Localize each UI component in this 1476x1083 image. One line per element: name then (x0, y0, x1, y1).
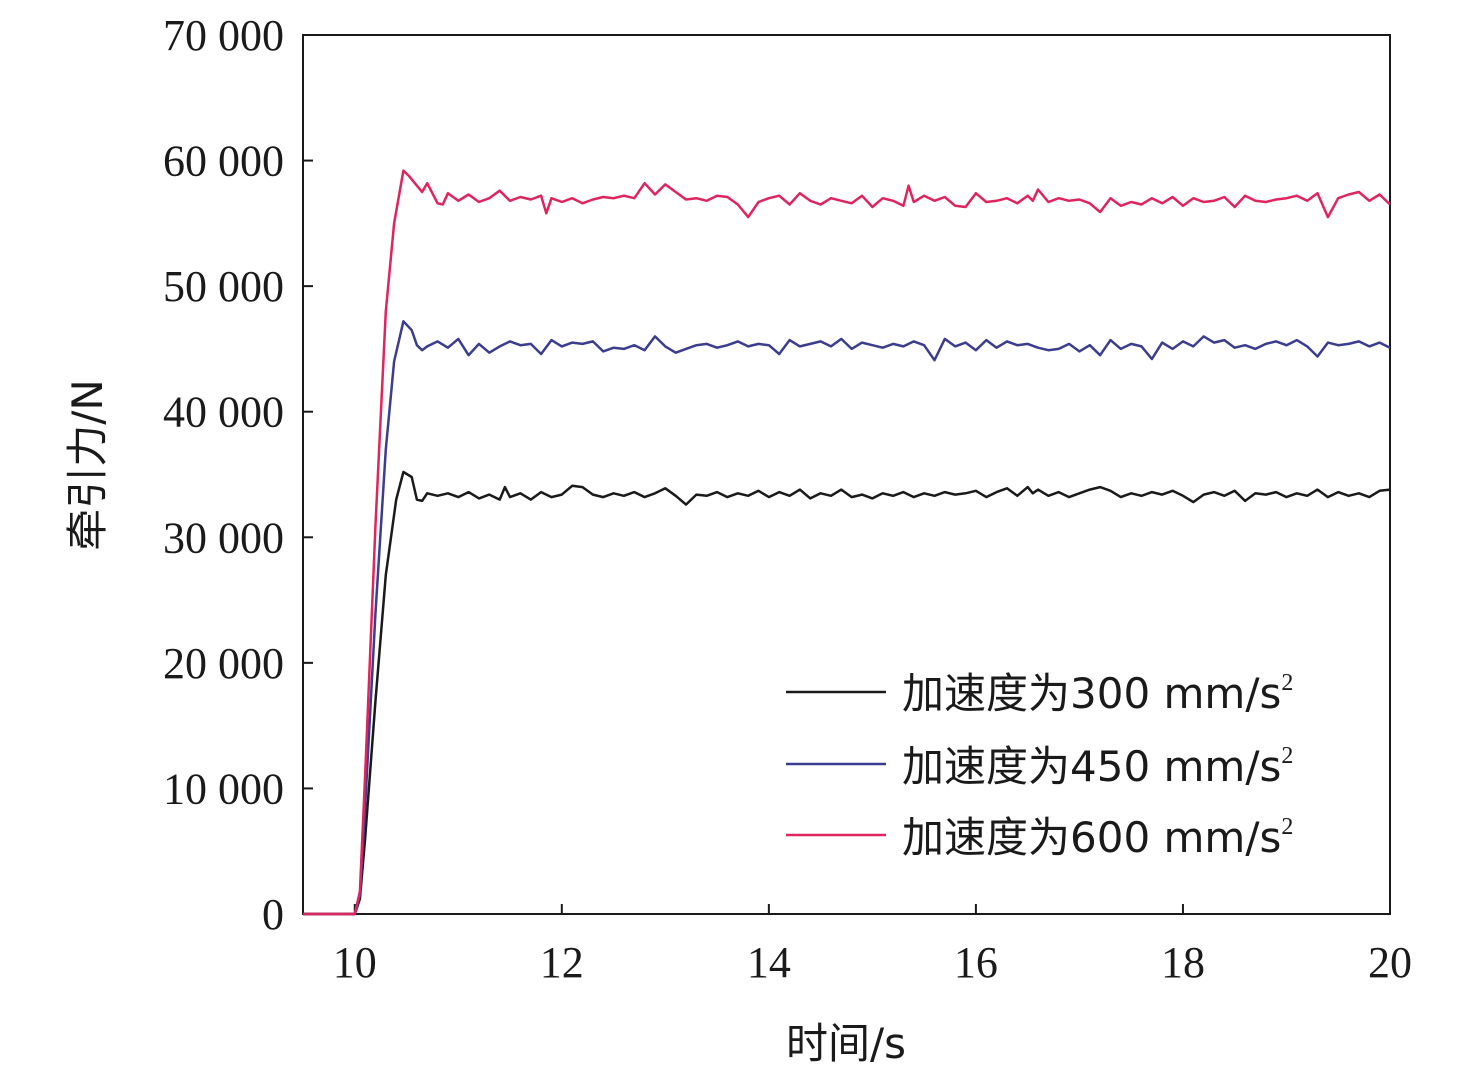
legend-item-450: 加速度为450 mm/s2 (786, 742, 1293, 791)
x-tick-label: 14 (747, 938, 791, 987)
series-line-2 (303, 169, 1391, 916)
y-tick-label: 30 000 (163, 513, 284, 562)
series-line-0 (303, 470, 1391, 916)
y-tick-label: 0 (262, 890, 284, 939)
legend-item-600: 加速度为600 mm/s2 (786, 813, 1293, 862)
x-tick-label: 20 (1368, 938, 1412, 987)
legend-item-300: 加速度为300 mm/s2 (786, 669, 1293, 718)
series-lines (303, 169, 1391, 916)
y-tick-label: 10 000 (163, 764, 284, 813)
y-axis: 0 10 000 20 000 30 000 40 000 50 000 60 000 70 … (163, 11, 313, 939)
y-tick-label: 50 000 (163, 262, 284, 311)
y-tick-label: 70 000 (163, 11, 284, 60)
x-tick-label: 10 (333, 938, 377, 987)
legend-label-450: 加速度为450 mm/s2 (902, 742, 1293, 791)
legend-label-600: 加速度为600 mm/s2 (902, 813, 1293, 862)
y-tick-label: 60 000 (163, 137, 284, 186)
x-tick-label: 18 (1161, 938, 1205, 987)
x-axis: 10 12 14 16 18 20 (333, 904, 1412, 987)
x-tick-label: 12 (540, 938, 584, 987)
legend-label-300: 加速度为300 mm/s2 (902, 669, 1293, 718)
x-axis-title: 时间/s (786, 1019, 906, 1068)
y-tick-label: 20 000 (163, 639, 284, 688)
legend: 加速度为300 mm/s2 加速度为450 mm/s2 加速度为600 mm/s… (786, 669, 1293, 862)
x-tick-label: 16 (954, 938, 998, 987)
y-axis-title: 牵引力/N (63, 379, 112, 551)
y-tick-label: 40 000 (163, 388, 284, 437)
plot-frame (302, 34, 1391, 915)
series-line-1 (303, 320, 1391, 916)
